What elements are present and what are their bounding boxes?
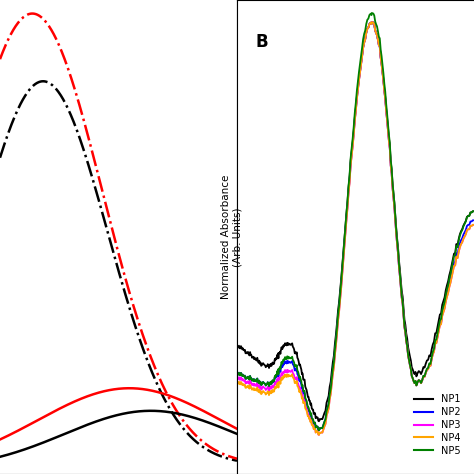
NP2 (316, 428, 322, 433)
NP2 (369, 19, 374, 25)
NP5 (418, 380, 424, 386)
NP3 (348, 163, 354, 169)
NP5 (235, 372, 240, 378)
NP1 (235, 345, 240, 351)
NP1 (348, 158, 354, 164)
NP5 (346, 173, 352, 178)
NP5 (348, 155, 354, 161)
NP5 (316, 428, 322, 433)
NP1 (418, 371, 424, 377)
Line: NP4: NP4 (237, 22, 474, 435)
NP4 (369, 19, 374, 25)
NP1 (440, 298, 446, 304)
Line: NP1: NP1 (237, 22, 474, 421)
NP5 (369, 10, 374, 16)
Line: NP2: NP2 (237, 22, 474, 430)
NP1 (316, 419, 322, 424)
NP3 (353, 108, 359, 114)
NP3 (369, 19, 374, 25)
NP3 (471, 222, 474, 228)
NP2 (440, 308, 446, 313)
NP3 (418, 380, 424, 386)
NP2 (418, 380, 424, 386)
NP2 (346, 178, 352, 184)
NP1 (234, 344, 240, 350)
NP2 (235, 372, 240, 378)
NP1 (369, 19, 374, 25)
NP3 (234, 376, 240, 382)
Line: NP5: NP5 (237, 13, 474, 430)
Line: NP3: NP3 (237, 22, 474, 435)
NP4 (471, 222, 474, 228)
NP5 (234, 371, 240, 377)
NP3 (316, 432, 322, 438)
Text: B: B (256, 33, 269, 51)
NP2 (234, 371, 240, 377)
NP4 (348, 163, 354, 169)
NP4 (440, 310, 446, 315)
NP2 (353, 107, 359, 113)
Y-axis label: Normalized Fluorescence Emission
(Arb. Units): Normalized Fluorescence Emission (Arb. U… (320, 146, 342, 328)
Y-axis label: Normalized Absorbance
(Arb. Units): Normalized Absorbance (Arb. Units) (220, 175, 242, 299)
NP3 (346, 180, 352, 185)
NP4 (234, 380, 240, 386)
NP4 (346, 180, 352, 185)
NP4 (418, 380, 424, 386)
NP5 (471, 209, 474, 214)
NP1 (346, 174, 352, 180)
NP4 (316, 432, 322, 438)
NP3 (440, 310, 446, 315)
NP2 (348, 161, 354, 167)
NP1 (471, 209, 474, 214)
Legend: NP1, NP2, NP3, NP4, NP5: NP1, NP2, NP3, NP4, NP5 (410, 390, 465, 460)
NP2 (471, 218, 474, 223)
NP4 (353, 108, 359, 114)
NP5 (440, 303, 446, 309)
NP5 (353, 100, 359, 106)
NP1 (353, 105, 359, 111)
NP4 (235, 381, 240, 387)
NP3 (235, 376, 240, 382)
